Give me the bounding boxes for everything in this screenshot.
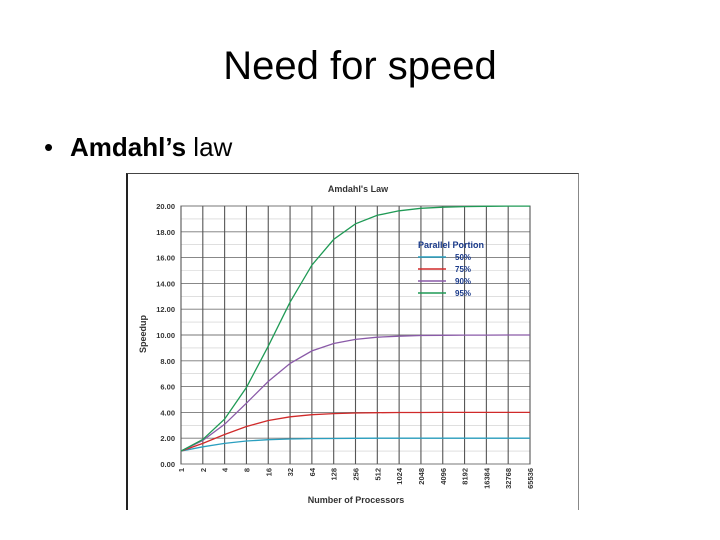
y-tick-label: 14.00 bbox=[156, 279, 175, 288]
y-tick-label: 12.00 bbox=[156, 305, 175, 314]
x-tick-label: 4 bbox=[221, 467, 230, 472]
slide-title: Need for speed bbox=[223, 44, 497, 88]
legend-entry: 95% bbox=[455, 289, 471, 298]
legend-entry: 75% bbox=[455, 265, 471, 274]
x-tick-label: 8 bbox=[242, 468, 251, 472]
bullet-dot-icon: • bbox=[44, 132, 54, 162]
y-tick-label: 20.00 bbox=[156, 202, 175, 211]
chart-title: Amdahl's Law bbox=[328, 184, 389, 194]
x-tick-label: 65536 bbox=[526, 468, 535, 489]
y-axis-label: Speedup bbox=[138, 315, 148, 354]
x-tick-label: 1024 bbox=[395, 467, 404, 485]
bullet-bold-text: Amdahl’s bbox=[70, 132, 187, 162]
amdahl-chart: Amdahl's Law 0.002.004.006.008.0010.0012… bbox=[128, 174, 578, 510]
x-tick-label: 32 bbox=[286, 468, 295, 476]
x-axis-label: Number of Processors bbox=[308, 495, 405, 505]
y-tick-label: 0.00 bbox=[160, 460, 175, 469]
x-tick-label: 64 bbox=[308, 467, 317, 476]
chart-legend: Parallel Portion 50% 75% 90% 95% bbox=[418, 240, 484, 298]
series-line-50pct bbox=[180, 437, 530, 452]
x-tick-label: 512 bbox=[373, 468, 382, 481]
y-tick-label: 4.00 bbox=[160, 408, 175, 417]
y-tick-label: 18.00 bbox=[156, 228, 175, 237]
y-tick-label: 10.00 bbox=[156, 331, 175, 340]
series-line-95pct bbox=[180, 205, 530, 452]
x-tick-label: 256 bbox=[352, 468, 361, 481]
y-tick-label: 8.00 bbox=[160, 357, 175, 366]
x-tick-label: 1 bbox=[177, 468, 186, 472]
x-tick-label: 8192 bbox=[461, 468, 470, 485]
bullet-text: law bbox=[186, 132, 233, 162]
x-tick-label: 16384 bbox=[482, 467, 491, 489]
bullet-item: • Amdahl’s law bbox=[44, 132, 232, 163]
legend-entry: 50% bbox=[455, 253, 471, 262]
x-tick-label: 4096 bbox=[439, 468, 448, 485]
x-tick-label: 32768 bbox=[504, 468, 513, 489]
legend-entry: 90% bbox=[455, 277, 471, 286]
y-tick-label: 16.00 bbox=[156, 254, 175, 263]
y-tick-label: 2.00 bbox=[160, 434, 175, 443]
chart-frame: Amdahl's Law 0.00 2.00 4.00 6.00 8.00 10.00 12… bbox=[126, 173, 579, 510]
x-tick-label: 2048 bbox=[417, 468, 426, 485]
x-tick-label: 2 bbox=[199, 468, 208, 472]
x-tick-label: 128 bbox=[330, 468, 339, 481]
series-line-90pct bbox=[180, 334, 530, 452]
legend-title: Parallel Portion bbox=[418, 240, 484, 250]
series-line-75pct bbox=[180, 411, 530, 452]
y-tick-label: 6.00 bbox=[160, 383, 175, 392]
x-tick-label: 16 bbox=[264, 468, 273, 476]
